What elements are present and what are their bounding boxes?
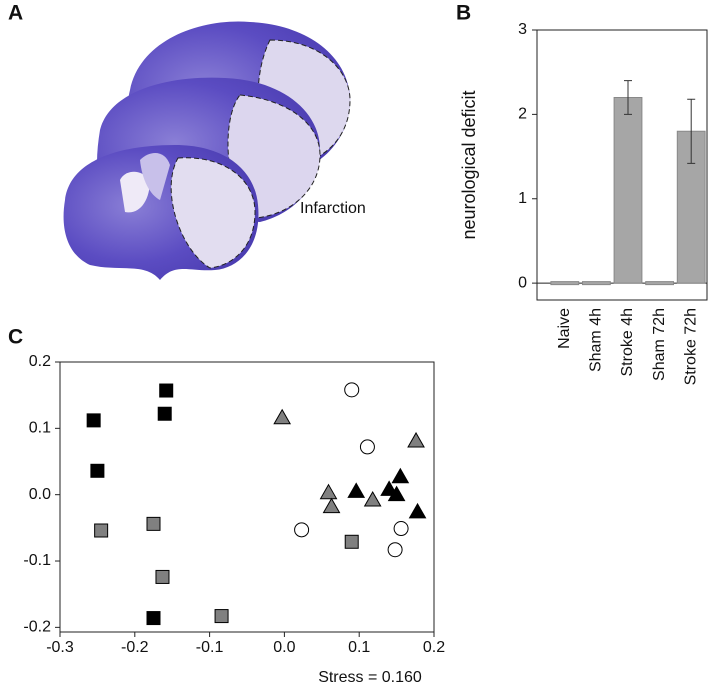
- annotation: Stress = 0.160: [318, 669, 422, 686]
- x-tick-label: 0.0: [273, 639, 295, 656]
- triangle-point: [319, 483, 338, 500]
- brain-slices: [63, 21, 351, 280]
- triangle-point: [407, 431, 425, 448]
- circle-point: [294, 522, 310, 538]
- circle-point: [344, 382, 360, 398]
- x-tick-label: -0.1: [196, 639, 224, 656]
- square-point: [157, 406, 172, 421]
- x-tick-label: Naive: [556, 308, 573, 349]
- circle-point: [393, 521, 409, 537]
- x-tick-label: Stroke 4h: [619, 308, 636, 376]
- y-tick-label: 0.1: [29, 420, 51, 437]
- y-tick-label: 0.0: [29, 486, 51, 503]
- circle-point: [359, 439, 375, 455]
- square-point: [146, 516, 161, 531]
- triangle-point: [347, 482, 366, 498]
- y-tick-label: 2: [518, 106, 527, 123]
- square-point: [159, 383, 174, 398]
- square-point: [94, 523, 109, 538]
- circle-point: [387, 542, 403, 558]
- plot-frame: [536, 29, 708, 301]
- panel-label: C: [8, 326, 23, 349]
- square-point: [155, 569, 170, 584]
- panel-label: B: [456, 2, 471, 25]
- triangle-point: [391, 467, 410, 484]
- triangle-point: [273, 408, 292, 425]
- plot-frame: [59, 361, 435, 633]
- bar: [676, 130, 706, 284]
- error-bar: [687, 98, 696, 164]
- bar: [581, 281, 611, 286]
- x-tick-label: -0.2: [121, 639, 149, 656]
- bar: [550, 281, 580, 286]
- annotation: Infarction: [300, 200, 366, 217]
- bar: [645, 281, 675, 286]
- triangle-point: [322, 497, 341, 514]
- y-tick-label: 3: [518, 21, 527, 38]
- panel-label: A: [8, 2, 23, 25]
- x-tick-label: 0.1: [348, 639, 370, 656]
- y-tick-label: 0: [518, 274, 527, 291]
- y-tick-label: 1: [518, 190, 527, 207]
- x-tick-label: 0.2: [423, 639, 445, 656]
- y-axis-label: neurological deficit: [459, 90, 479, 239]
- square-point: [344, 534, 359, 549]
- triangle-point: [363, 490, 382, 507]
- bar: [613, 97, 643, 284]
- square-point: [214, 609, 229, 624]
- x-tick-label: -0.3: [46, 639, 74, 656]
- x-tick-label: Sham 4h: [588, 308, 605, 372]
- error-bar: [624, 80, 632, 115]
- x-tick-label: Stroke 72h: [682, 308, 699, 385]
- x-tick-label: Sham 72h: [651, 308, 668, 381]
- triangle-point: [408, 502, 427, 519]
- square-point: [146, 611, 161, 626]
- square-point: [86, 413, 101, 428]
- y-tick-label: -0.1: [23, 552, 51, 569]
- triangle-point: [387, 485, 406, 502]
- y-tick-label: 0.2: [29, 353, 51, 370]
- y-tick-label: -0.2: [23, 619, 51, 636]
- square-point: [90, 463, 105, 478]
